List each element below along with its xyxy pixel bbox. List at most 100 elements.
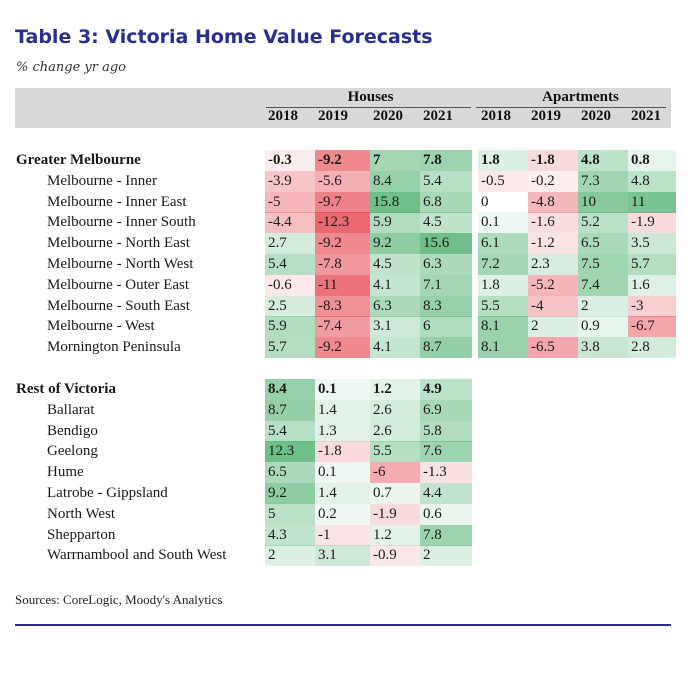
houses-cell-2020: 4.1 (370, 274, 420, 296)
houses-cell-2019: 3.1 (315, 545, 370, 567)
houses-cell-2020: 1.2 (370, 379, 420, 400)
apartments-cell-2019: -4.8 (528, 191, 578, 213)
apartments-cell-2018: 6.1 (478, 233, 528, 255)
houses-cell-2020: 4.5 (370, 254, 420, 275)
houses-cell-2019: -9.2 (315, 337, 370, 359)
apartments-cell-2019: 2.3 (528, 254, 578, 275)
row-label: Bendigo (47, 422, 98, 439)
table-row: Melbourne - Inner South -4.4 -12.3 5.9 4.5 0.… (0, 212, 691, 234)
apartments-cell-2018: 1.8 (478, 150, 528, 171)
table-row: Mornington Peninsula 5.7 -9.2 4.1 8.7 8.1 -6.5… (0, 337, 691, 359)
apartments-cell-2019: -1.8 (528, 150, 578, 171)
houses-cell-2019: 1.3 (315, 420, 370, 442)
apartments-cell-2021: 5.7 (628, 254, 676, 275)
table-row: Bendigo 5.4 1.3 2.6 5.8 (0, 420, 691, 442)
houses-year-2020: 2020 (373, 108, 403, 124)
houses-cell-2020: 9.2 (370, 233, 420, 255)
apartments-cell-2018: 1.8 (478, 274, 528, 296)
apartments-cell-2020: 7.4 (578, 274, 628, 296)
houses-cell-2020: -0.9 (370, 545, 420, 567)
page-title: Table 3: Victoria Home Value Forecasts (15, 26, 433, 48)
apartments-cell-2020: 4.8 (578, 150, 628, 171)
apartments-cell-2021: 2.8 (628, 337, 676, 359)
table-row: Melbourne - Inner -3.9 -5.6 8.4 5.4 -0.5 -0.2 7… (0, 170, 691, 192)
houses-cell-2021: 6.3 (420, 254, 472, 275)
houses-cell-2019: -8.3 (315, 295, 370, 317)
houses-cell-2021: 15.6 (420, 233, 472, 255)
apartments-year-2019: 2019 (531, 108, 561, 124)
section-label: Greater Melbourne (16, 152, 141, 168)
table-row: Melbourne - North East 2.7 -9.2 9.2 15.6 6.1-… (0, 233, 691, 255)
houses-cell-2021: 7.8 (420, 150, 472, 171)
table-row: Melbourne - Outer East -0.6 -11 4.1 7.1 1.8 -5… (0, 274, 691, 296)
houses-cell-2021: 8.7 (420, 337, 472, 359)
houses-cell-2020: 5.9 (370, 212, 420, 234)
row-label: Melbourne - South East (47, 297, 190, 314)
apartments-year-2018: 2018 (481, 108, 511, 124)
row-label: Melbourne - West (47, 318, 155, 335)
row-label: Geelong (47, 443, 98, 460)
apartments-cell-2018: 0 (481, 193, 489, 210)
houses-cell-2020: 2.6 (370, 420, 420, 442)
row-label: Hume (47, 464, 84, 481)
apartments-cell-2019: -4 (528, 295, 578, 317)
section-label: Rest of Victoria (16, 381, 116, 397)
section-row: Rest of Victoria 8.4 0.1 1.2 4.9 (0, 379, 691, 400)
houses-group-label: Houses (347, 89, 394, 105)
houses-cell-2020: -1.9 (370, 503, 420, 525)
bottom-rule (15, 624, 671, 626)
houses-cell-2021: 0.6 (420, 503, 472, 525)
subtitle: % change yr ago (16, 60, 126, 75)
table-row: Latrobe - Gippsland 9.2 1.4 0.7 4.4 (0, 483, 691, 504)
source-note: Sources: CoreLogic, Moody's Analytics (15, 592, 223, 607)
apartments-cell-2021: -6.7 (628, 316, 676, 338)
houses-year-2021: 2021 (423, 108, 453, 124)
table-row: Melbourne - North West 5.4 -7.8 4.5 6.3 7.2 2.… (0, 254, 691, 275)
houses-cell-2021: 5.8 (420, 420, 472, 442)
houses-cell-2020: 4.1 (370, 337, 420, 359)
houses-cell-2021: 8.3 (420, 295, 472, 317)
houses-cell-2020: 6.3 (370, 295, 420, 317)
houses-cell-2018: -3.9 (265, 170, 315, 192)
apartments-cell-2018: 0.1 (478, 212, 528, 234)
houses-cell-2021: 5.4 (420, 170, 472, 192)
apartments-cell-2021: -1.9 (628, 212, 676, 234)
apartments-cell-2019: -5.2 (528, 274, 578, 296)
table-row: Melbourne - Inner East -5 -9.7 15.8 6.8 0 -4.8… (0, 191, 691, 213)
houses-underline (266, 107, 471, 108)
apartments-cell-2020: 7.5 (578, 254, 628, 275)
apartments-cell-2018: 8.1 (478, 337, 528, 359)
houses-cell-2020: 15.8 (370, 191, 420, 213)
table-row: Ballarat 8.7 1.4 2.6 6.9 (0, 399, 691, 421)
table-row: Hume 6.5 0.1 -6 -1.3 (0, 462, 691, 484)
row-label: Warrnambool and South West (47, 547, 227, 564)
houses-year-2018: 2018 (268, 108, 298, 124)
table-row: Shepparton 4.3 -1 1.2 7.8 (0, 524, 691, 546)
apartments-cell-2020: 7.3 (578, 170, 628, 192)
houses-cell-2018: 4.3 (265, 524, 315, 546)
apartments-cell-2020: 3.8 (578, 337, 628, 359)
houses-cell-2021: 6.9 (420, 399, 472, 421)
table-row: Melbourne - South East 2.5 -8.3 6.3 8.3 5.5 -4… (0, 295, 691, 317)
table-row: North West 5 0.2 -1.9 0.6 (0, 503, 691, 525)
apartments-cell-2020: 5.2 (578, 212, 628, 234)
houses-cell-2021: 7.6 (420, 441, 472, 463)
houses-cell-2018: -0.6 (265, 274, 315, 296)
houses-cell-2019: -7.8 (315, 254, 370, 275)
apartments-year-2020: 2020 (581, 108, 611, 124)
apartments-cell-2018: 7.2 (478, 254, 528, 275)
houses-cell-2019: -9.2 (315, 150, 370, 171)
houses-cell-2021: 6.8 (420, 191, 472, 213)
houses-cell-2019: -9.2 (315, 233, 370, 255)
table-row: Warrnambool and South West 2 3.1 -0.9 2 (0, 545, 691, 567)
apartments-cell-2019: -6.5 (528, 337, 578, 359)
houses-cell-2019: -7.4 (315, 316, 370, 338)
houses-cell-2020: -6 (370, 462, 420, 484)
apartments-cell-2021: 0.8 (628, 150, 676, 171)
houses-cell-2018: 2.5 (265, 295, 315, 317)
row-label: Melbourne - Inner (47, 172, 157, 189)
houses-cell-2021: 4.4 (420, 483, 472, 504)
houses-cell-2021: 2 (420, 545, 472, 567)
apartments-cell-2018: 8.1 (478, 316, 528, 338)
row-label: North West (47, 505, 116, 522)
